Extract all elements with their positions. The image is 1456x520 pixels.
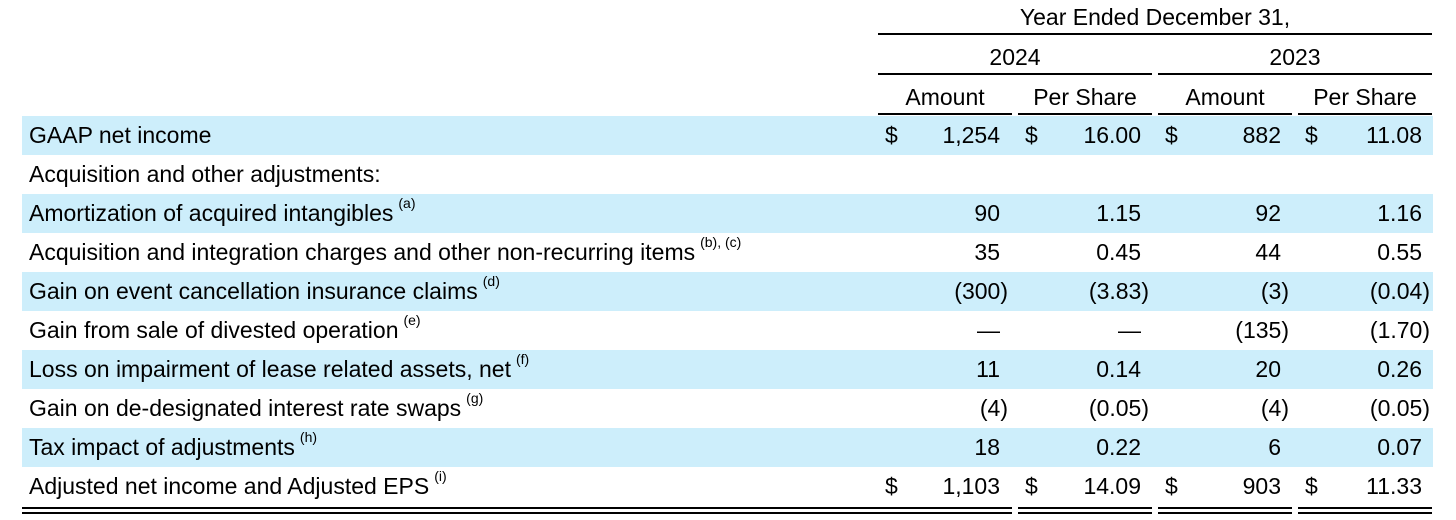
row-label-text: Adjusted net income and Adjusted EPS (29, 473, 430, 499)
value-per-share-2024: 1.15 (1096, 200, 1141, 226)
value-per-share-2024: 0.45 (1096, 239, 1141, 265)
value-amount-2024: (4) (979, 395, 1008, 421)
footnote-ref: (b), (c) (700, 234, 742, 250)
row-label-text: Loss on impairment of lease related asse… (29, 356, 511, 382)
row-label: Gain on de-designated interest rate swap… (29, 390, 484, 423)
value-amount-2024: 11 (976, 356, 1000, 382)
value-per-share-2024: — (1118, 317, 1141, 343)
row-label-text: Acquisition and integration charges and … (29, 239, 696, 265)
table-row: Adjusted net income and Adjusted EPS (i) $… (22, 467, 1433, 506)
currency-sign: $ (1025, 473, 1038, 499)
value-amount-2024: 18 (974, 434, 1000, 460)
value-amount-2023: 20 (1255, 356, 1281, 382)
value-per-share-2023: (0.05) (1369, 395, 1430, 421)
subcol-amount-2023: Amount (1185, 84, 1265, 110)
period-header-rule (878, 33, 1432, 35)
table-row: Amortization of acquired intangibles (a) 9… (22, 194, 1433, 233)
row-label-text: Gain on de-designated interest rate swap… (29, 395, 462, 421)
year-header-2023: 2023 (1269, 44, 1321, 70)
row-label: GAAP net income (29, 120, 211, 150)
value-amount-2024: 90 (974, 200, 1000, 226)
table-row: Tax impact of adjustments (h) 18 0.22 6 0.07 (22, 428, 1433, 467)
table-row: GAAP net income $1,254 $16.00 $882 $11.08 (22, 116, 1433, 155)
subcol-per-share-2023: Per Share (1313, 84, 1417, 110)
row-label: Amortization of acquired intangibles (a) (29, 195, 416, 228)
value-per-share-2024: 16.00 (1083, 122, 1141, 148)
subcol-per-share-2024: Per Share (1033, 84, 1137, 110)
currency-sign: $ (885, 473, 898, 499)
footnote-ref: (i) (434, 468, 447, 484)
footnote-ref: (g) (466, 390, 484, 406)
table-row: Gain from sale of divested operation (e) —… (22, 311, 1433, 350)
currency-sign: $ (1305, 473, 1318, 499)
value-amount-2023: (135) (1235, 317, 1289, 343)
year-2023-rule (1158, 73, 1432, 75)
currency-sign: $ (1165, 122, 1178, 148)
subcol-rule-3 (1158, 113, 1292, 115)
value-amount-2024: 1,254 (942, 122, 1000, 148)
value-per-share-2024: (3.83) (1088, 278, 1149, 304)
subcol-rule-2 (1018, 113, 1152, 115)
year-header-2024: 2024 (989, 44, 1041, 70)
year-2024-rule (878, 73, 1152, 75)
row-label-text: Amortization of acquired intangibles (29, 200, 394, 226)
row-label-text: Acquisition and other adjustments: (29, 161, 381, 187)
table-row: Gain on event cancellation insurance cla… (22, 272, 1433, 311)
row-label: Tax impact of adjustments (h) (29, 429, 318, 462)
value-amount-2024: (300) (954, 278, 1008, 304)
value-per-share-2023: 0.26 (1377, 356, 1422, 382)
value-amount-2023: 6 (1268, 434, 1281, 460)
value-per-share-2023: (1.70) (1369, 317, 1430, 343)
value-per-share-2024: (0.05) (1088, 395, 1149, 421)
table-row: Loss on impairment of lease related asse… (22, 350, 1433, 389)
row-label-text: GAAP net income (29, 122, 212, 148)
row-label: Gain from sale of divested operation (e) (29, 312, 421, 345)
footnote-ref: (a) (398, 195, 416, 211)
row-label-text: Gain from sale of divested operation (29, 317, 399, 343)
row-label: Loss on impairment of lease related asse… (29, 351, 530, 384)
value-per-share-2023: 0.55 (1377, 239, 1422, 265)
value-amount-2023: 44 (1255, 239, 1281, 265)
value-amount-2023: (3) (1260, 278, 1289, 304)
table-row: Acquisition and other adjustments: (22, 155, 1433, 194)
value-amount-2024: 35 (974, 239, 1000, 265)
currency-sign: $ (1305, 122, 1318, 148)
value-amount-2024: — (977, 317, 1000, 343)
footnote-ref: (f) (515, 351, 530, 367)
footnote-ref: (d) (482, 273, 500, 289)
footnote-ref: (h) (299, 429, 318, 445)
value-per-share-2024: 14.09 (1083, 473, 1141, 499)
row-label: Gain on event cancellation insurance cla… (29, 273, 500, 306)
value-per-share-2024: 0.14 (1096, 356, 1141, 382)
value-per-share-2023: 11.33 (1366, 473, 1422, 499)
currency-sign: $ (1165, 473, 1178, 499)
table-row: Gain on de-designated interest rate swap… (22, 389, 1433, 428)
row-label: Acquisition and other adjustments: (29, 159, 381, 189)
value-amount-2023: 882 (1242, 122, 1281, 148)
currency-sign: $ (885, 122, 898, 148)
value-per-share-2023: 0.07 (1377, 434, 1422, 460)
value-per-share-2023: (0.04) (1369, 278, 1430, 304)
table-row: Acquisition and integration charges and … (22, 233, 1433, 272)
value-amount-2023: 903 (1242, 473, 1281, 499)
value-amount-2023: 92 (1255, 200, 1281, 226)
subcol-rule-4 (1298, 113, 1432, 115)
row-label: Adjusted net income and Adjusted EPS (i) (29, 468, 447, 501)
footnote-ref: (e) (403, 312, 421, 328)
value-per-share-2023: 1.16 (1377, 200, 1422, 226)
row-label-text: Tax impact of adjustments (29, 434, 295, 460)
value-per-share-2024: 0.22 (1096, 434, 1141, 460)
value-amount-2024: 1,103 (942, 473, 1000, 499)
row-label-text: Gain on event cancellation insurance cla… (29, 278, 478, 304)
currency-sign: $ (1025, 122, 1038, 148)
subcol-rule-1 (878, 113, 1012, 115)
row-label: Acquisition and integration charges and … (29, 234, 742, 267)
value-amount-2023: (4) (1260, 395, 1289, 421)
value-per-share-2023: 11.08 (1366, 122, 1422, 148)
subcol-amount-2024: Amount (905, 84, 985, 110)
period-header: Year Ended December 31, (1019, 4, 1291, 30)
